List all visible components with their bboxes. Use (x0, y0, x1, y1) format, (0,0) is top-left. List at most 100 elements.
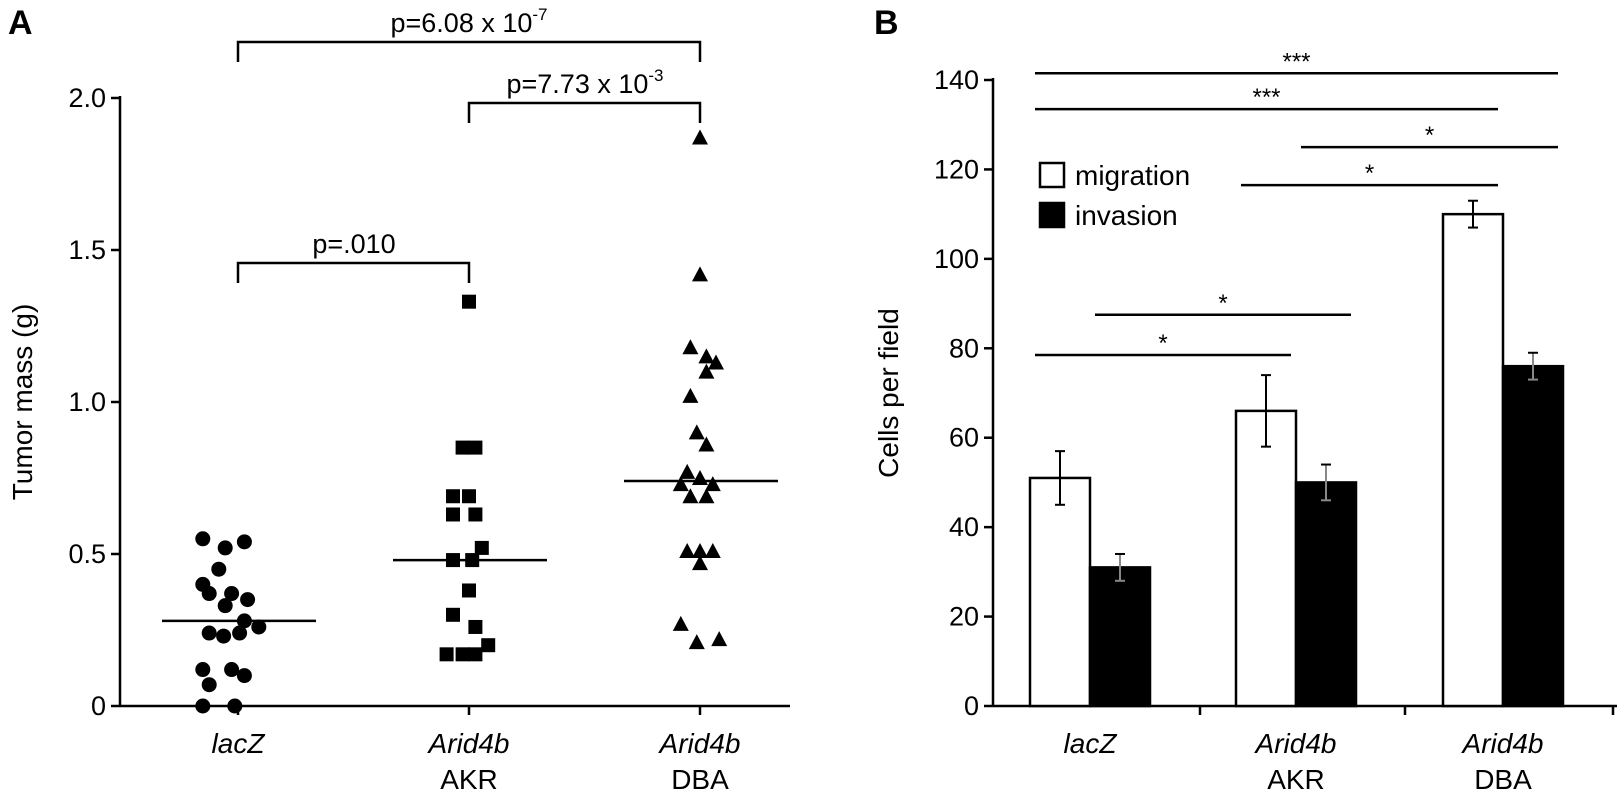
data-point-triangle (672, 615, 689, 631)
bar-invasion (1088, 566, 1152, 708)
significance-label: * (1365, 160, 1374, 187)
data-point-triangle (698, 488, 715, 504)
legend-swatch-migration (1038, 161, 1066, 189)
data-point-square (439, 647, 454, 662)
y-tick-label: 80 (949, 333, 979, 363)
panel-a: A 0 0.5 1.0 1.5 2.0 Tumor mass (g) lacZ Arid4b A… (7, 4, 790, 795)
p-value-label: p=6.08 x 10-7 (391, 5, 548, 38)
x-category-label: Arid4b (1254, 728, 1337, 759)
x-category-sublabel: AKR (1267, 764, 1325, 795)
significance-label: * (1425, 122, 1434, 149)
legend-label: migration (1075, 160, 1190, 191)
legend-label: invasion (1075, 200, 1178, 231)
y-tick-label: 0 (91, 691, 106, 721)
data-point-circle (224, 662, 240, 678)
data-point-triangle (708, 354, 724, 370)
y-tick-label: 0 (964, 691, 979, 721)
y-tick-label: 60 (949, 423, 979, 453)
data-point-square (468, 619, 483, 634)
data-point-square (455, 440, 470, 455)
data-point-triangle (682, 339, 699, 355)
data-point-square (474, 540, 489, 555)
significance-label: * (1218, 290, 1227, 317)
y-tick-label: 140 (934, 65, 979, 95)
data-point-circle (201, 625, 217, 641)
data-point-triangle (679, 463, 696, 479)
data-point-circle (201, 677, 217, 693)
significance-label: * (1158, 330, 1167, 357)
data-point-triangle (679, 542, 696, 558)
legend-swatch-invasion (1038, 201, 1066, 229)
x-category-sublabel: DBA (1474, 764, 1532, 795)
x-category-label: lacZ (212, 728, 266, 759)
data-point-triangle (688, 424, 705, 440)
data-point-circle (232, 625, 248, 641)
data-point-triangle (692, 542, 708, 558)
data-point-square (468, 647, 483, 662)
x-category-label: lacZ (1064, 728, 1118, 759)
comparison-bracket (236, 261, 471, 283)
bar-migration (1028, 476, 1092, 708)
data-point-square (446, 607, 460, 622)
significance-label: *** (1282, 48, 1310, 75)
data-point-circle (201, 586, 217, 602)
data-point-triangle (692, 266, 708, 282)
data-point-triangle (704, 542, 721, 558)
y-tick-label: 0.5 (68, 539, 106, 569)
data-point-triangle (698, 436, 715, 452)
data-point-circle (195, 698, 211, 714)
data-point-triangle (698, 363, 715, 379)
y-tick-label: 40 (949, 512, 979, 542)
x-category-label: Arid4b (1461, 728, 1544, 759)
data-point-circle (217, 540, 233, 556)
data-point-square (468, 507, 483, 522)
x-category-label: Arid4b (427, 728, 510, 759)
data-point-circle (240, 592, 256, 608)
panel-b: B 0 20 40 60 80 100 120 140 Cells per field lacZ A… (873, 4, 1617, 795)
x-category-label: Arid4b (658, 728, 741, 759)
panel-a-plot: 0 0.5 1.0 1.5 2.0 Tumor mass (g) lacZ Arid4b AKR… (7, 5, 790, 795)
data-point-circle (224, 586, 240, 602)
data-point-square (468, 440, 483, 455)
bar-migration (1234, 409, 1298, 708)
comparison-bracket (467, 101, 702, 123)
significance-label: *** (1252, 84, 1280, 111)
data-point-circle (227, 698, 243, 714)
data-point-triangle (692, 129, 708, 145)
data-point-square (481, 638, 496, 653)
y-tick-label: 120 (934, 154, 979, 184)
bar-invasion (1501, 364, 1565, 708)
x-category-sublabel: AKR (440, 764, 498, 795)
data-point-triangle (682, 488, 699, 504)
y-axis-title: Tumor mass (g) (7, 304, 38, 501)
data-point-square (446, 489, 460, 504)
data-point-circle (195, 531, 211, 547)
y-tick-label: 2.0 (68, 83, 106, 113)
p-value-label: p=7.73 x 10-3 (507, 66, 664, 99)
bar-migration (1441, 212, 1505, 708)
data-point-circle (195, 662, 211, 678)
data-point-triangle (698, 348, 715, 364)
data-point-triangle (711, 631, 728, 647)
data-point-triangle (682, 387, 699, 403)
data-point-square (446, 507, 460, 522)
data-point-circle (216, 628, 232, 644)
panel-b-plot: 0 20 40 60 80 100 120 140 Cells per field lacZ Ari… (873, 48, 1617, 795)
p-value-label: p=.010 (312, 229, 395, 259)
data-point-square (462, 583, 476, 598)
data-point-square (462, 489, 476, 504)
x-category-sublabel: DBA (671, 764, 729, 795)
bar-invasion (1294, 481, 1358, 708)
data-point-triangle (704, 476, 721, 492)
data-point-triangle (672, 476, 689, 492)
data-point-circle (217, 598, 233, 614)
data-point-triangle (692, 555, 708, 571)
data-point-square (462, 294, 476, 309)
y-tick-label: 20 (949, 602, 979, 632)
y-tick-label: 100 (934, 244, 979, 274)
panel-b-label: B (874, 4, 899, 42)
y-axis-title: Cells per field (873, 308, 904, 478)
data-point-circle (236, 668, 252, 684)
panel-a-label: A (8, 4, 33, 42)
